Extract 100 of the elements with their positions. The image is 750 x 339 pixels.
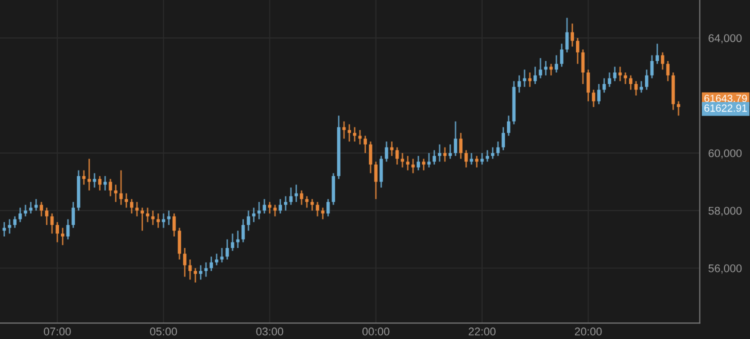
y-tick-label: 60,000 <box>708 149 742 158</box>
candlestick <box>464 149 468 168</box>
candlestick <box>82 170 86 186</box>
candlestick <box>342 120 346 140</box>
candlestick <box>560 43 564 68</box>
y-tick-label: 64,000 <box>708 34 742 44</box>
candlestick <box>124 192 128 208</box>
candlestick <box>310 198 314 212</box>
candlestick <box>602 78 606 94</box>
candlestick <box>278 198 282 214</box>
candlestick <box>374 160 378 200</box>
candlestick <box>183 247 186 278</box>
candlestick <box>24 204 28 218</box>
candlestick <box>194 267 198 284</box>
candlestick <box>549 63 553 76</box>
candlestick <box>645 68 648 90</box>
y-tick-label: 58,000 <box>708 206 742 216</box>
candlestick <box>172 212 176 238</box>
candlestick <box>257 201 261 220</box>
candlestick <box>2 221 6 238</box>
x-tick-label: 05:00 <box>150 328 177 336</box>
candlestick <box>242 218 245 243</box>
candlestick <box>454 120 458 157</box>
candlestick <box>538 57 542 79</box>
candlestick <box>220 247 224 264</box>
candlestick <box>570 22 574 48</box>
candlestick <box>8 218 12 234</box>
candlestick <box>146 207 150 223</box>
candlestick <box>608 72 612 88</box>
candlestick <box>459 132 462 160</box>
y-tick-label: 56,000 <box>708 264 742 274</box>
candlestick <box>114 184 118 203</box>
candlestick <box>268 201 272 214</box>
candlestick <box>178 227 182 260</box>
candlestick <box>518 74 521 94</box>
candlestick <box>45 207 48 226</box>
candlestick <box>294 184 298 203</box>
candlestick <box>18 207 22 223</box>
candlestick <box>92 172 96 188</box>
candlestick <box>29 201 32 214</box>
candlestick <box>528 72 532 88</box>
candlestick <box>167 210 170 226</box>
candlestick <box>289 186 293 206</box>
candlestick <box>273 204 277 218</box>
candlestick <box>506 114 510 136</box>
candlestick <box>650 54 654 79</box>
candlestick <box>406 155 410 172</box>
x-tick-label: 22:00 <box>468 328 496 336</box>
candlestick <box>321 207 324 220</box>
candlestick <box>522 68 526 88</box>
candlestick <box>422 158 426 172</box>
candlestick <box>427 152 431 168</box>
candlestick <box>486 149 490 162</box>
candlestick <box>368 140 372 174</box>
candlestick <box>676 100 680 116</box>
candlestick <box>188 258 192 280</box>
candlestick <box>666 60 670 82</box>
candlestick <box>395 146 399 166</box>
candlestick <box>618 66 622 82</box>
candlestick <box>534 66 537 85</box>
candlestick <box>326 198 330 218</box>
candlestick <box>390 140 394 157</box>
candlestick <box>656 43 659 65</box>
candlestick <box>613 66 616 82</box>
candlestick <box>204 262 208 278</box>
candlestick <box>284 196 288 212</box>
candlestick <box>353 126 356 142</box>
candlestick <box>156 212 160 229</box>
candlestick <box>586 68 590 102</box>
candlestick <box>214 253 218 266</box>
candlestick <box>565 17 569 54</box>
candlestick <box>348 124 351 142</box>
candlestick <box>130 198 134 214</box>
x-tick-label: 20:00 <box>574 328 602 336</box>
candlestick <box>72 201 75 229</box>
candlestick <box>491 146 494 160</box>
candlestick <box>432 149 436 166</box>
candlestick <box>230 232 234 252</box>
candlestick <box>384 140 388 162</box>
x-tick-label: 00:00 <box>362 328 390 336</box>
candlestick <box>416 155 420 172</box>
x-tick-label: 07:00 <box>44 328 71 336</box>
candlestick <box>597 83 601 105</box>
candlestick <box>380 155 383 188</box>
candlestick <box>592 89 596 108</box>
candlestick <box>135 201 139 218</box>
candlestick <box>660 52 664 70</box>
candlestick <box>98 175 102 192</box>
candlestick <box>576 37 580 65</box>
candlestick <box>305 196 309 208</box>
candlestick <box>411 158 415 174</box>
candlestick <box>475 155 478 168</box>
candlestick <box>66 218 70 240</box>
candlestick <box>226 238 229 260</box>
candlestick <box>629 74 632 90</box>
candlestick <box>162 212 166 229</box>
candlestick <box>364 135 367 154</box>
candlestick <box>581 48 585 85</box>
candlestick <box>56 221 59 243</box>
candlestick <box>438 144 442 162</box>
